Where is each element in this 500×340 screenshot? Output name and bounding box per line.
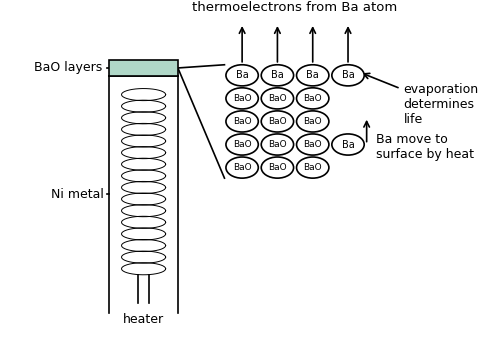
Text: Ba: Ba bbox=[342, 70, 354, 80]
Text: BaO: BaO bbox=[233, 140, 252, 149]
Text: Ba: Ba bbox=[236, 70, 248, 80]
Text: BaO: BaO bbox=[304, 117, 322, 126]
Text: BaO: BaO bbox=[304, 140, 322, 149]
Text: Ba: Ba bbox=[342, 139, 354, 150]
Text: BaO layers: BaO layers bbox=[34, 62, 102, 74]
Circle shape bbox=[261, 88, 294, 109]
Text: Ba move to
surface by heat: Ba move to surface by heat bbox=[376, 133, 474, 161]
Circle shape bbox=[226, 88, 258, 109]
Circle shape bbox=[296, 157, 329, 178]
Circle shape bbox=[296, 134, 329, 155]
Text: BaO: BaO bbox=[268, 140, 286, 149]
Text: BaO: BaO bbox=[268, 94, 286, 103]
Bar bbox=[110, 60, 178, 76]
Text: BaO: BaO bbox=[304, 94, 322, 103]
Text: BaO: BaO bbox=[233, 117, 252, 126]
Text: heater: heater bbox=[123, 313, 164, 326]
Circle shape bbox=[261, 134, 294, 155]
Text: thermoelectrons from Ba atom: thermoelectrons from Ba atom bbox=[192, 1, 398, 14]
Text: BaO: BaO bbox=[233, 163, 252, 172]
Text: Ni metal: Ni metal bbox=[52, 188, 104, 201]
Text: Ba: Ba bbox=[271, 70, 284, 80]
Circle shape bbox=[226, 111, 258, 132]
Text: Ba: Ba bbox=[306, 70, 319, 80]
Circle shape bbox=[261, 65, 294, 86]
Circle shape bbox=[332, 65, 364, 86]
Text: BaO: BaO bbox=[233, 94, 252, 103]
Text: BaO: BaO bbox=[268, 117, 286, 126]
Circle shape bbox=[226, 157, 258, 178]
Circle shape bbox=[261, 111, 294, 132]
Circle shape bbox=[261, 157, 294, 178]
Circle shape bbox=[226, 134, 258, 155]
Circle shape bbox=[296, 88, 329, 109]
Circle shape bbox=[226, 65, 258, 86]
Circle shape bbox=[296, 111, 329, 132]
Text: BaO: BaO bbox=[304, 163, 322, 172]
Text: evaporation
determines
life: evaporation determines life bbox=[364, 73, 478, 126]
Text: BaO: BaO bbox=[268, 163, 286, 172]
Circle shape bbox=[296, 65, 329, 86]
Circle shape bbox=[332, 134, 364, 155]
